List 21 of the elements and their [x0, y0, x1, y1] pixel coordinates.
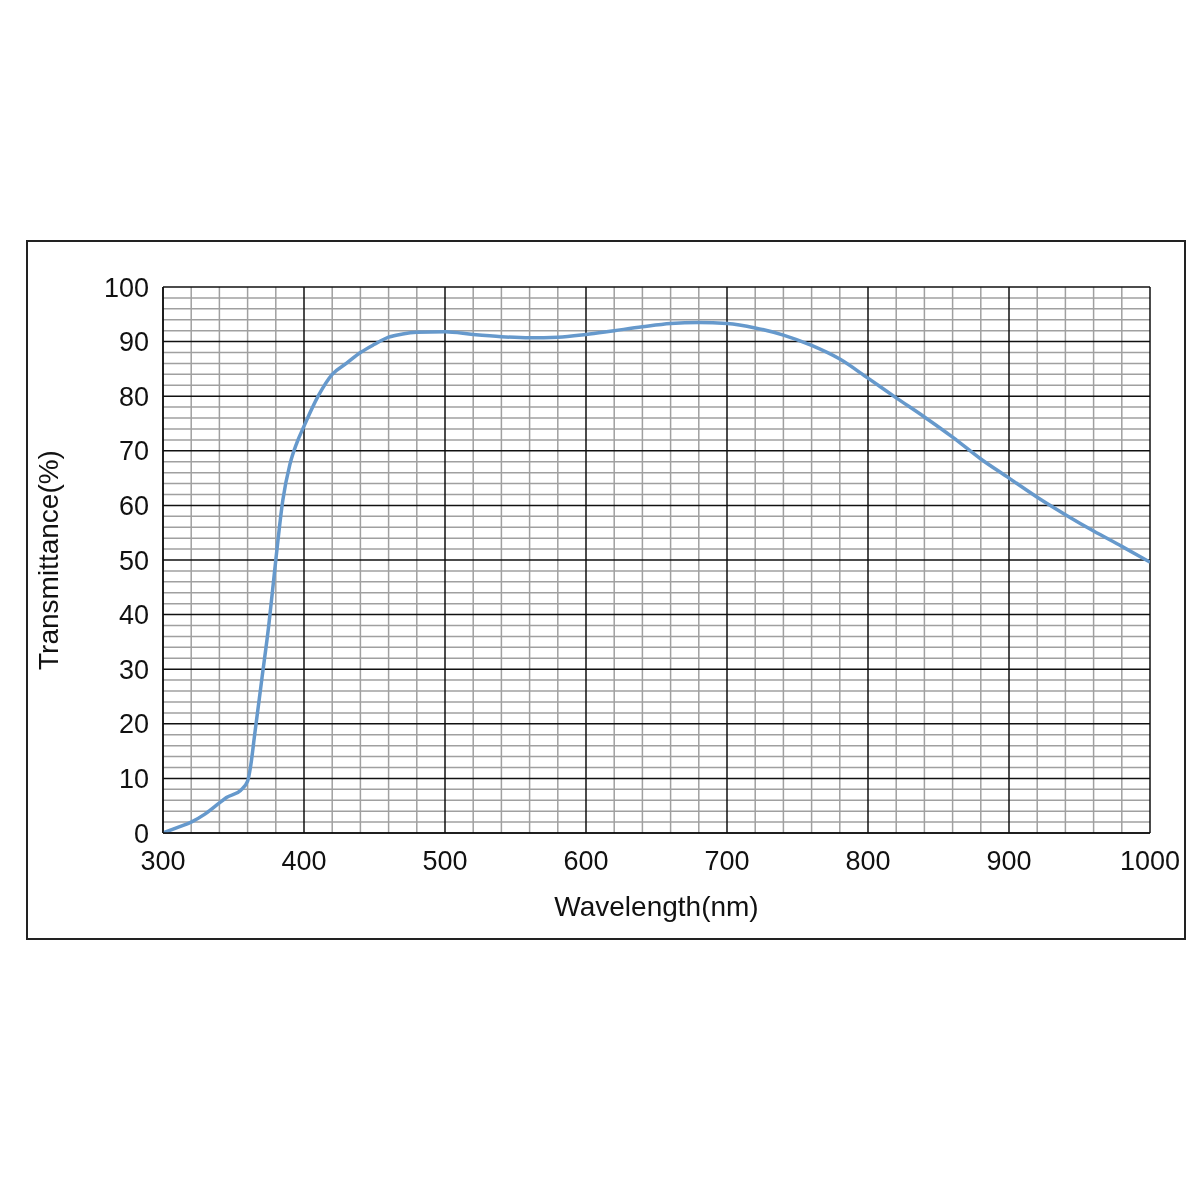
y-tick-label: 0	[133, 818, 149, 849]
y-tick-label: 80	[118, 381, 149, 412]
x-tick-label: 800	[845, 846, 891, 877]
y-tick-label: 100	[103, 272, 149, 303]
x-tick-label: 400	[281, 846, 327, 877]
x-axis-title: Wavelength(nm)	[554, 891, 759, 922]
x-tick-label: 600	[563, 846, 609, 877]
y-tick-label: 20	[118, 709, 149, 740]
x-tick-label: 900	[986, 846, 1032, 877]
y-tick-label: 40	[118, 600, 149, 631]
y-tick-label: 50	[118, 545, 149, 576]
y-tick-label: 60	[118, 490, 149, 521]
x-tick-label: 300	[140, 846, 186, 877]
y-tick-label: 30	[118, 654, 149, 685]
y-tick-label: 90	[118, 327, 149, 358]
x-tick-label: 700	[704, 846, 750, 877]
y-tick-label: 70	[118, 436, 149, 467]
y-axis-title: Transmittance(%)	[32, 450, 64, 670]
x-tick-label: 500	[422, 846, 468, 877]
y-tick-label: 10	[118, 763, 149, 794]
x-tick-label: 1000	[1119, 846, 1181, 877]
